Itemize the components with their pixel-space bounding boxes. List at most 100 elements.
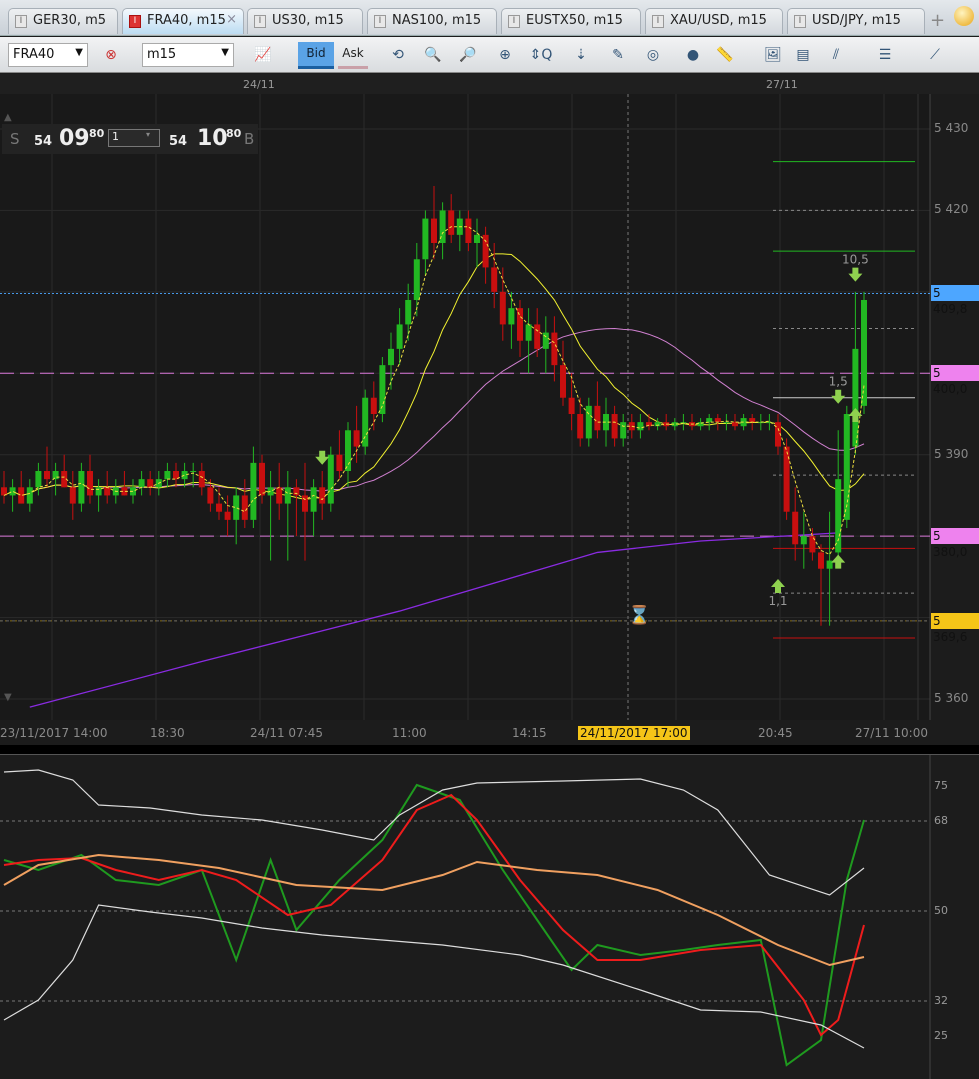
price-axis-label: 5 360: [934, 691, 969, 705]
zoom-fit-icon[interactable]: ⊕: [499, 47, 511, 63]
candle-bullish: [95, 487, 102, 496]
candle-bearish: [216, 503, 222, 512]
candle-bearish: [147, 479, 154, 488]
candle-bearish: [61, 471, 68, 488]
candle-bearish: [87, 471, 93, 496]
candle-bullish: [284, 487, 291, 504]
buy-price-sup: 80: [226, 127, 242, 140]
candle-bullish: [680, 422, 687, 424]
candle-bearish: [69, 487, 76, 504]
candle-bullish: [26, 487, 33, 504]
zoom-in-icon[interactable]: 🔍: [424, 47, 442, 63]
image-icon[interactable]: 🖼: [764, 47, 782, 63]
list-icon[interactable]: ☰: [878, 47, 892, 63]
candle-bearish: [104, 487, 111, 496]
tab-label: XAU/USD, m15: [670, 13, 767, 28]
indicator-icon[interactable]: ⇣: [575, 47, 587, 63]
pane-separator[interactable]: [0, 745, 979, 755]
timeframe-value: m15: [147, 47, 177, 62]
tab-fra40[interactable]: I FRA40, m15 ×: [122, 8, 244, 34]
chart-type-icon[interactable]: 📈: [254, 47, 272, 63]
oscillator-line: [3, 793, 865, 1037]
add-tab-button[interactable]: +: [930, 10, 946, 31]
tab-us30[interactable]: I US30, m15: [247, 8, 363, 34]
time-axis: 23/11/2017 14:00 18:30 24/11 07:45 11:00 14:…: [0, 720, 979, 745]
candle-bullish: [508, 308, 515, 325]
ruler-icon[interactable]: 📏: [716, 47, 734, 63]
candle-bullish: [766, 422, 773, 424]
tab-bar: I GER30, m5 I FRA40, m15 × I US30, m15 I NAS100,…: [0, 0, 979, 36]
buy-price-big[interactable]: 54: [169, 134, 188, 149]
candle-bearish: [517, 308, 523, 341]
candle-bullish: [78, 471, 85, 504]
candle-bearish: [568, 397, 575, 415]
chart-type-icon[interactable]: ⟲: [392, 47, 404, 63]
candle-bullish: [542, 332, 549, 349]
tab-nas100[interactable]: I NAS100, m15: [367, 8, 497, 34]
time-axis-label: 20:45: [758, 726, 793, 740]
symbol-select[interactable]: FRA40 ▼: [8, 43, 88, 67]
candle-bearish: [491, 267, 498, 292]
candle-bullish: [327, 454, 334, 504]
candle-bullish: [310, 487, 317, 512]
buy-price-main[interactable]: 10: [197, 126, 228, 151]
arrow-up-icon: [831, 554, 846, 569]
candle-bearish: [732, 422, 738, 427]
magnify-icon[interactable]: ⇕Q: [529, 47, 553, 63]
candle-bullish: [654, 422, 661, 427]
candle-bullish: [671, 422, 678, 427]
time-axis-label: 23/11/2017 14:00: [0, 726, 108, 740]
quote-panel: S 54 09 80 1 ▾ 54 10 80 B: [2, 124, 258, 154]
candle-bearish: [594, 405, 601, 431]
tab-instrument-icon: I: [254, 15, 266, 28]
tab-xau-usd[interactable]: I XAU/USD, m15: [645, 8, 783, 34]
template-icon[interactable]: ✎: [612, 47, 624, 63]
toolbar: FRA40 ▼ ⊗ m15 ▼ 📈 Bid Ask ⟲ 🔍 🔎 ⊕ ⇕Q ⇣ ✎ ◎ ● 📏 🖼 ▤ ⫽ ☰ ⟋: [0, 37, 979, 73]
price-axis-label: 5 390: [934, 446, 969, 461]
quantity-dropdown-icon[interactable]: ▾: [146, 130, 151, 139]
symbol-value: FRA40: [13, 47, 55, 62]
candle-bullish: [706, 418, 713, 423]
tab-instrument-icon: I: [652, 15, 664, 28]
candle-bearish: [749, 418, 756, 423]
tab-eustx50[interactable]: I EUSTX50, m15: [501, 8, 641, 34]
app-orb-icon[interactable]: [954, 6, 974, 26]
drawing-icon[interactable]: ⫽: [832, 47, 840, 63]
candle-bearish: [241, 495, 248, 520]
globe-icon[interactable]: ●: [686, 47, 700, 63]
candle-bearish: [465, 218, 472, 244]
quantity-input[interactable]: 1: [108, 129, 160, 147]
tab-usd-jpy[interactable]: I USD/JPY, m15: [787, 8, 925, 34]
sell-label[interactable]: S: [10, 130, 20, 148]
timeframe-select[interactable]: m15 ▼: [142, 43, 234, 67]
zoom-out-icon[interactable]: 🔎: [459, 47, 477, 63]
sell-price-main[interactable]: 09: [59, 126, 90, 151]
candle-bearish: [198, 471, 205, 488]
refresh-icon[interactable]: ◎: [646, 47, 660, 63]
ask-button[interactable]: Ask: [338, 42, 368, 69]
candle-bearish: [534, 324, 541, 349]
candle-bullish: [138, 479, 145, 488]
price-chart[interactable]: 1,1 1,5 10,5 ▲ ▼: [0, 94, 979, 720]
date-header: 24/11 27/11: [0, 74, 979, 94]
window-icon[interactable]: ▤: [796, 47, 810, 63]
tab-instrument-icon: I: [15, 15, 27, 28]
tab-label: FRA40, m15: [147, 13, 226, 28]
bid-button[interactable]: Bid: [298, 42, 334, 69]
buy-label[interactable]: B: [244, 130, 255, 148]
close-tab-icon[interactable]: ×: [226, 12, 237, 27]
candle-bullish: [233, 495, 240, 520]
scroll-up-icon: ▲: [4, 112, 12, 123]
candle-bullish: [379, 365, 386, 415]
link-icon[interactable]: ⊗: [105, 47, 117, 63]
candle-bullish: [525, 324, 532, 341]
candle-bearish: [714, 418, 721, 423]
oscillator-chart[interactable]: [0, 755, 979, 1079]
tab-ger30[interactable]: I GER30, m5: [8, 8, 118, 34]
candle-bearish: [551, 332, 558, 366]
candle-bullish: [405, 300, 412, 325]
sell-price-big[interactable]: 54: [34, 134, 53, 149]
candle-bullish: [267, 487, 274, 496]
line-tool-icon[interactable]: ⟋: [930, 47, 940, 63]
signal-label: 1,1: [768, 594, 787, 608]
